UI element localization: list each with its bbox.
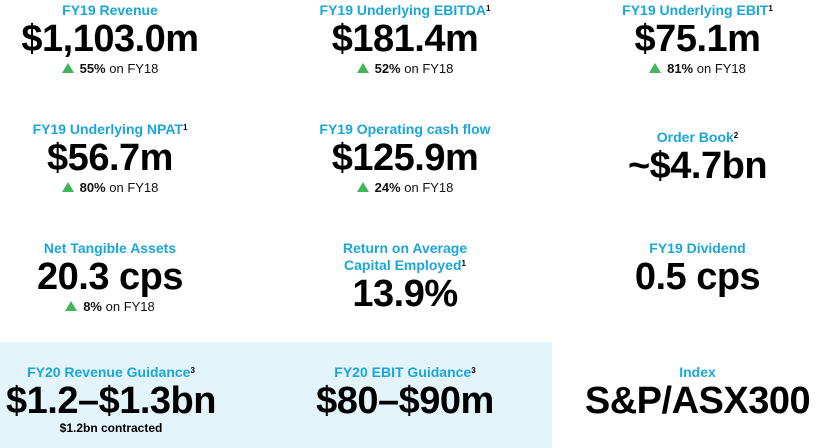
metric-fy19-npat: FY19 Underlying NPAT1 $56.7m 80% on FY18	[0, 121, 220, 196]
metric-change: 81% on FY18	[590, 61, 805, 77]
metric-value: $125.9m	[331, 137, 479, 179]
metric-label: Net Tangible Assets	[43, 240, 177, 256]
metric-label: FY19 Operating cash flow	[319, 121, 491, 137]
metric-net-tangible-assets: Net Tangible Assets 20.3 cps 8% on FY18	[0, 240, 220, 315]
metric-fy19-ebitda: FY19 Underlying EBITDA1 $181.4m 52% on F…	[290, 2, 520, 77]
metric-value: $1,103.0m	[21, 18, 199, 60]
metric-value: 13.9%	[352, 273, 458, 315]
metric-label: FY19 Underlying NPAT1	[32, 121, 188, 137]
metric-change: 55% on FY18	[0, 61, 220, 77]
metric-change: 80% on FY18	[0, 180, 220, 196]
metric-label: FY20 Revenue Guidance3	[27, 364, 195, 380]
guidance-background	[0, 342, 552, 448]
metric-label: FY19 Revenue	[62, 2, 158, 18]
metric-value: 20.3 cps	[37, 256, 184, 298]
up-triangle-icon	[61, 63, 74, 73]
metric-change: 24% on FY18	[290, 180, 520, 196]
metric-note: $1.2bn contracted	[59, 421, 163, 435]
metric-fy19-dividend: FY19 Dividend 0.5 cps	[590, 240, 805, 297]
metric-value: $75.1m	[634, 18, 761, 60]
metric-fy20-revenue-guidance: FY20 Revenue Guidance3 $1.2–$1.3bn $1.2b…	[0, 364, 222, 436]
metric-fy19-ebit: FY19 Underlying EBIT1 $75.1m 81% on FY18	[590, 2, 805, 77]
metric-change: 52% on FY18	[290, 61, 520, 77]
metric-fy20-ebit-guidance: FY20 EBIT Guidance3 $80–$90m	[290, 364, 520, 421]
metric-value: $80–$90m	[316, 380, 494, 422]
metric-value: ~$4.7bn	[627, 145, 768, 187]
metric-value: $181.4m	[331, 18, 479, 60]
metric-label: FY19 Underlying EBIT1	[622, 2, 773, 18]
up-triangle-icon	[356, 182, 369, 192]
metric-order-book: Order Book2 ~$4.7bn	[590, 129, 805, 186]
metric-return-on-capital: Return on Average Capital Employed1 13.9…	[290, 240, 520, 314]
up-triangle-icon	[65, 301, 78, 311]
metric-fy19-revenue: FY19 Revenue $1,103.0m 55% on FY18	[0, 2, 220, 77]
metric-change: 8% on FY18	[0, 299, 220, 315]
up-triangle-icon	[356, 63, 369, 73]
metric-value: S&P/ASX300	[584, 380, 811, 422]
metric-label: Return on Average Capital Employed1	[342, 240, 468, 273]
metric-value: 0.5 cps	[634, 256, 761, 298]
metric-label: FY20 EBIT Guidance3	[334, 364, 476, 380]
metric-index: Index S&P/ASX300	[575, 364, 820, 421]
metric-label: FY19 Underlying EBITDA1	[319, 2, 491, 18]
metric-label: FY19 Dividend	[649, 240, 746, 256]
metric-label: Index	[679, 364, 716, 380]
up-triangle-icon	[649, 63, 662, 73]
metric-label: Order Book2	[656, 129, 739, 145]
metric-value: $1.2–$1.3bn	[6, 380, 216, 422]
up-triangle-icon	[61, 182, 74, 192]
metric-value: $56.7m	[47, 137, 173, 179]
metric-fy19-operating-cash-flow: FY19 Operating cash flow $125.9m 24% on …	[290, 121, 520, 196]
